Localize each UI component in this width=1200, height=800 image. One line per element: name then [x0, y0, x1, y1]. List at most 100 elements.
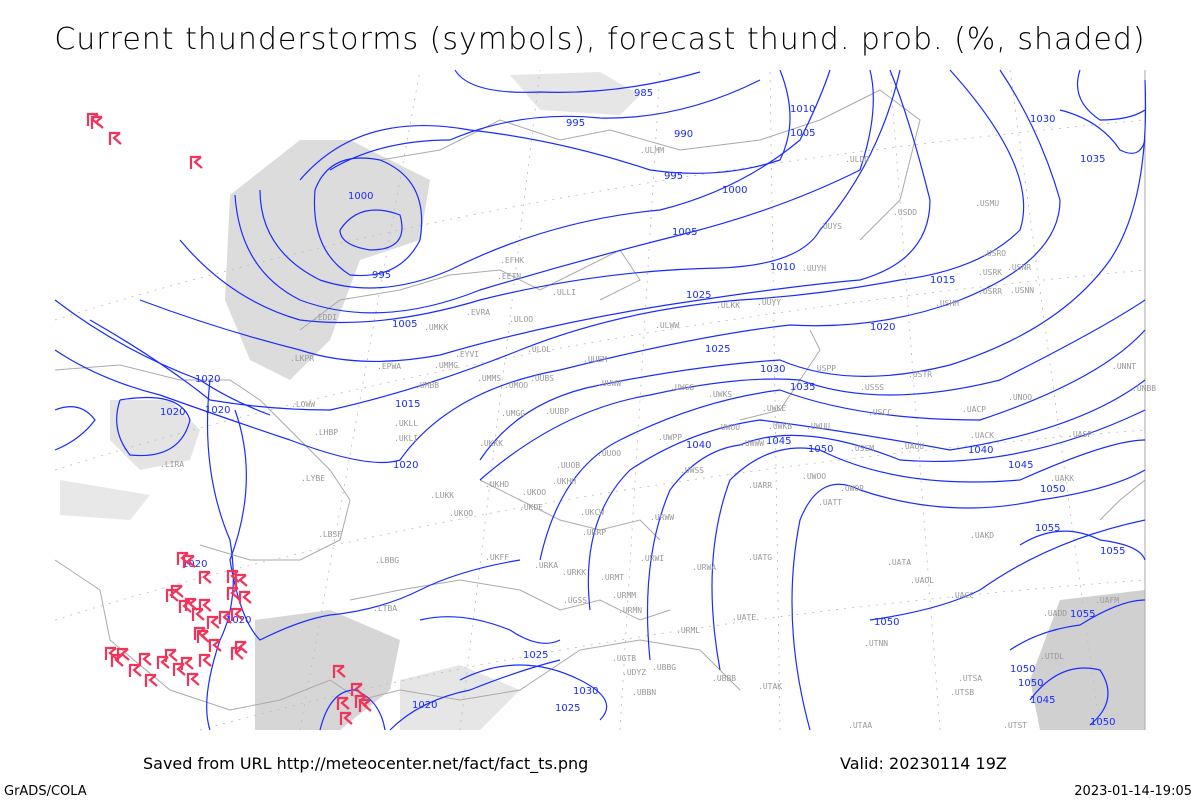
station-label: .URRP: [582, 528, 606, 537]
isobar-labels: 985 995 990 995 1010 1005 1000 1005 995 1000 1005 1…: [160, 88, 1125, 728]
station-label: .UATE: [732, 613, 756, 622]
station-label: .UUYS: [818, 222, 842, 231]
isobar-label: 1055: [1035, 523, 1060, 534]
isobar-label: 1050: [1040, 484, 1065, 495]
thunderstorm-symbol-icon: [186, 672, 200, 686]
isobar-label: 995: [372, 270, 391, 281]
station-label: .EVRA: [466, 308, 490, 317]
thunderstorm-symbol-icon: [104, 646, 118, 660]
station-label: .UUWW: [597, 379, 621, 388]
thunderstorm-symbol-icon: [176, 551, 190, 565]
station-label: .USPP: [812, 364, 836, 373]
isobar-label: 1045: [766, 436, 791, 447]
thunderstorm-symbol-icon: [198, 570, 212, 584]
isobar-label: 1020: [412, 700, 437, 711]
isobar-label: 995: [566, 118, 585, 129]
station-label: .UAOL: [910, 576, 934, 585]
station-label: .UWKE: [762, 404, 786, 413]
thunderstorm-symbol-icon: [336, 696, 350, 710]
station-label: .EFHK: [500, 256, 524, 265]
isobar-label: 1035: [790, 382, 815, 393]
station-label: .UATT: [818, 498, 842, 507]
station-label: .UGSS: [563, 596, 587, 605]
thunderstorm-symbol-icon: [156, 655, 170, 669]
station-label: .URMM: [612, 591, 636, 600]
station-label: .ULOL: [527, 345, 551, 354]
station-label: .ULOO: [509, 315, 533, 324]
station-label: .UTAK: [758, 682, 782, 691]
station-label: .UWSS: [680, 466, 704, 475]
thunderstorm-symbol-icon: [116, 647, 130, 661]
thunderstorm-symbol-icon: [350, 682, 364, 696]
station-label: .UMMS: [477, 374, 501, 383]
thunderstorm-symbol-icon: [208, 638, 222, 652]
isobar-label: 990: [674, 129, 693, 140]
isobar-label: 1025: [686, 290, 711, 301]
station-label: .UTSB: [950, 688, 974, 697]
station-label: .URWW: [650, 513, 674, 522]
isobar-label: 1040: [968, 445, 993, 456]
station-label: .LKPR: [290, 354, 314, 363]
station-label: .EYVI: [455, 350, 479, 359]
thunderstorm-symbol-icon: [172, 662, 186, 676]
station-label: .USNN: [1010, 286, 1034, 295]
isobar-label: 1000: [722, 185, 747, 196]
probability-shading: [60, 72, 1145, 730]
station-label: .UUEM: [583, 355, 607, 364]
station-label: .UWWW: [740, 439, 764, 448]
station-label: .UBBB: [712, 674, 736, 683]
station-label: .ULLI: [552, 288, 576, 297]
source-url-text: Saved from URL http://meteocenter.net/fa…: [143, 754, 589, 773]
station-label: .USSS: [860, 383, 884, 392]
isobar-label: 1050: [1010, 664, 1035, 675]
thunderstorm-symbol-icon: [182, 554, 196, 568]
station-label: .UUBS: [530, 374, 554, 383]
isobar-label: 1020: [393, 460, 418, 471]
station-label: .USNR: [1007, 263, 1031, 272]
station-label: .LHBP: [314, 428, 338, 437]
thunderstorm-symbol-icon: [198, 653, 212, 667]
station-label: .LUKK: [430, 491, 454, 500]
thunderstorm-symbol-icon: [138, 652, 152, 666]
thunderstorm-symbol-icon: [358, 698, 372, 712]
station-label: .UARR: [748, 481, 772, 490]
station-label: .URMN: [618, 606, 642, 615]
station-label: .LOWW: [291, 400, 315, 409]
station-label: .UGTB: [612, 654, 636, 663]
station-label: .UBBN: [632, 688, 656, 697]
isobar-label: 1015: [930, 275, 955, 286]
thunderstorm-symbol-icon: [339, 711, 353, 725]
station-label: .UATA: [887, 558, 911, 567]
station-label: .UAKK: [1050, 474, 1074, 483]
station-label: .UWUU: [806, 422, 830, 431]
thunderstorm-symbol-icon: [234, 573, 248, 587]
isobar-label: 1020: [205, 405, 230, 416]
isobar-label: 1030: [760, 364, 785, 375]
station-label: .UUYY: [757, 298, 781, 307]
station-label: .UKKK: [479, 439, 503, 448]
station-label: .LBBG: [375, 556, 399, 565]
thunderstorm-symbol-icon: [164, 648, 178, 662]
station-label: .UADD: [1043, 609, 1067, 618]
thunderstorm-symbol-icon: [230, 607, 244, 621]
station-label: .ULWW: [655, 321, 679, 330]
thunderstorm-symbol-icon: [218, 610, 232, 624]
station-label: .EDDI: [313, 313, 337, 322]
lat-lon-grid: [54, 69, 1146, 731]
station-label: .UACP: [962, 405, 986, 414]
station-label: .USDD: [893, 208, 917, 217]
station-label: .UWOR: [840, 484, 864, 493]
thunderstorm-symbol-icon: [128, 663, 142, 677]
isobar-label: 1050: [1018, 678, 1043, 689]
isobar-label: 1005: [672, 227, 697, 238]
station-label: .USCC: [868, 408, 892, 417]
isobar-label: 1020: [195, 374, 220, 385]
station-label: .USTR: [908, 370, 932, 379]
station-label: .UMKK: [424, 323, 448, 332]
station-label: .UASP: [1068, 430, 1092, 439]
station-label: .UBBG: [652, 663, 676, 672]
station-label: .URKK: [562, 568, 586, 577]
station-label: .UMOO: [504, 381, 528, 390]
isobar-label: 985: [634, 88, 653, 99]
